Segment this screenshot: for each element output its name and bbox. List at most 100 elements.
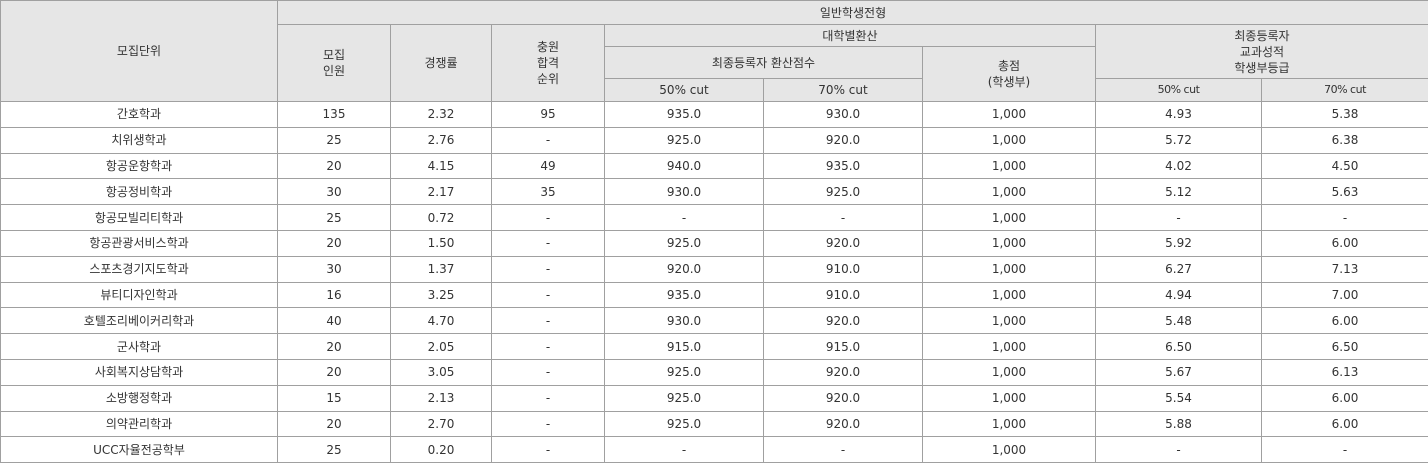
- header-univ-conv: 대학별환산: [605, 25, 1096, 47]
- cell-unit: 뷰티디자인학과: [1, 282, 278, 308]
- cell-grade-50: 4.94: [1096, 282, 1262, 308]
- cell-waitlist: -: [492, 411, 605, 437]
- cell-total: 1,000: [923, 334, 1096, 360]
- cell-waitlist: -: [492, 282, 605, 308]
- cell-ratio: 2.13: [391, 385, 492, 411]
- cell-grade-70: 6.13: [1262, 359, 1428, 385]
- cell-grade-70: 6.00: [1262, 411, 1428, 437]
- cell-ratio: 0.20: [391, 437, 492, 463]
- cell-total: 1,000: [923, 179, 1096, 205]
- cell-grade-70: 4.50: [1262, 153, 1428, 179]
- cell-unit: 군사학과: [1, 334, 278, 360]
- cell-quota: 25: [278, 127, 391, 153]
- cell-conv-70: 910.0: [764, 282, 923, 308]
- header-unit: 모집단위: [1, 1, 278, 102]
- cell-unit: 의약관리학과: [1, 411, 278, 437]
- cell-total: 1,000: [923, 282, 1096, 308]
- header-total: 총점 (학생부): [923, 47, 1096, 102]
- cell-waitlist: -: [492, 308, 605, 334]
- cell-waitlist: -: [492, 359, 605, 385]
- cell-conv-50: 935.0: [605, 282, 764, 308]
- cell-total: 1,000: [923, 205, 1096, 231]
- cell-conv-70: 920.0: [764, 308, 923, 334]
- cell-conv-50: 925.0: [605, 385, 764, 411]
- header-waitlist: 충원 합격 순위: [492, 25, 605, 102]
- cell-quota: 30: [278, 256, 391, 282]
- cell-total: 1,000: [923, 411, 1096, 437]
- cell-grade-50: 5.54: [1096, 385, 1262, 411]
- cell-grade-70: 6.00: [1262, 385, 1428, 411]
- cell-conv-70: -: [764, 205, 923, 231]
- cell-total: 1,000: [923, 127, 1096, 153]
- cell-conv-50: 935.0: [605, 102, 764, 128]
- cell-grade-50: 4.93: [1096, 102, 1262, 128]
- cell-quota: 25: [278, 205, 391, 231]
- cell-conv-50: 915.0: [605, 334, 764, 360]
- cell-conv-70: -: [764, 437, 923, 463]
- cell-conv-70: 925.0: [764, 179, 923, 205]
- cell-conv-50: 925.0: [605, 230, 764, 256]
- cell-unit: 소방행정학과: [1, 385, 278, 411]
- cell-grade-50: 5.72: [1096, 127, 1262, 153]
- header-final-conv: 최종등록자 환산점수: [605, 47, 923, 79]
- cell-waitlist: -: [492, 230, 605, 256]
- cell-ratio: 4.70: [391, 308, 492, 334]
- cell-total: 1,000: [923, 385, 1096, 411]
- cell-total: 1,000: [923, 230, 1096, 256]
- cell-grade-70: 6.50: [1262, 334, 1428, 360]
- cell-conv-70: 915.0: [764, 334, 923, 360]
- cell-quota: 40: [278, 308, 391, 334]
- cell-ratio: 2.05: [391, 334, 492, 360]
- cell-total: 1,000: [923, 256, 1096, 282]
- cell-quota: 15: [278, 385, 391, 411]
- cell-ratio: 1.37: [391, 256, 492, 282]
- cell-conv-50: 930.0: [605, 308, 764, 334]
- cell-grade-50: 5.48: [1096, 308, 1262, 334]
- cell-grade-50: 4.02: [1096, 153, 1262, 179]
- cell-unit: 항공정비학과: [1, 179, 278, 205]
- cell-conv-70: 920.0: [764, 230, 923, 256]
- cell-grade-70: -: [1262, 437, 1428, 463]
- cell-grade-50: 5.67: [1096, 359, 1262, 385]
- cell-grade-50: 5.92: [1096, 230, 1262, 256]
- cell-ratio: 0.72: [391, 205, 492, 231]
- cell-ratio: 2.70: [391, 411, 492, 437]
- cell-unit: 간호학과: [1, 102, 278, 128]
- cell-conv-50: 940.0: [605, 153, 764, 179]
- cell-ratio: 2.17: [391, 179, 492, 205]
- cell-conv-50: -: [605, 205, 764, 231]
- cell-quota: 16: [278, 282, 391, 308]
- cell-ratio: 3.25: [391, 282, 492, 308]
- cell-conv-70: 930.0: [764, 102, 923, 128]
- header-grade-70: 70% cut: [1262, 79, 1428, 102]
- cell-conv-70: 935.0: [764, 153, 923, 179]
- cell-grade-50: -: [1096, 437, 1262, 463]
- cell-quota: 25: [278, 437, 391, 463]
- cell-quota: 30: [278, 179, 391, 205]
- cell-waitlist: 35: [492, 179, 605, 205]
- cell-ratio: 1.50: [391, 230, 492, 256]
- cell-unit: 항공관광서비스학과: [1, 230, 278, 256]
- cell-grade-70: 6.00: [1262, 308, 1428, 334]
- cell-ratio: 2.76: [391, 127, 492, 153]
- cell-quota: 20: [278, 411, 391, 437]
- cell-grade-70: 6.00: [1262, 230, 1428, 256]
- cell-conv-70: 910.0: [764, 256, 923, 282]
- header-grade-50: 50% cut: [1096, 79, 1262, 102]
- cell-grade-50: 6.27: [1096, 256, 1262, 282]
- cell-ratio: 3.05: [391, 359, 492, 385]
- cell-grade-50: 5.88: [1096, 411, 1262, 437]
- cell-quota: 20: [278, 334, 391, 360]
